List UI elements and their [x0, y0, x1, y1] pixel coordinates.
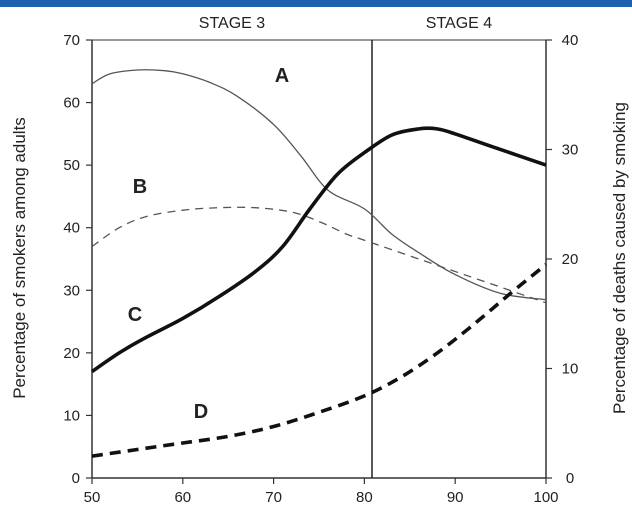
stage-4-label: STAGE 4: [426, 15, 492, 32]
y-right-tick-label: 10: [562, 361, 579, 378]
series-label-b: B: [133, 176, 147, 198]
series-label-c: C: [128, 304, 142, 326]
y-left-tick-label: 60: [63, 95, 80, 112]
x-tick-label: 90: [447, 489, 464, 506]
x-tick-label: 100: [533, 489, 558, 506]
series-line-a: [91, 69, 547, 301]
y-right-tick-label: 30: [562, 142, 579, 159]
left-axis-title: Percentage of smokers among adults: [10, 117, 29, 399]
x-tick-label: 80: [356, 489, 373, 506]
y-left-tick-label: 10: [63, 407, 80, 424]
axis-ticks: 50 60 70 80 90 100 0 10 20 30 40 50 60 70 0 10 20 30 40: [63, 32, 578, 506]
x-tick-label: 50: [84, 489, 101, 506]
series-line-d: [91, 263, 548, 458]
top-color-band: [0, 0, 632, 7]
y-left-tick-label: 40: [63, 220, 80, 237]
y-right-tick-label: 0: [566, 470, 574, 487]
x-tick-label: 60: [174, 489, 191, 506]
y-left-tick-label: 30: [63, 282, 80, 299]
y-right-tick-label: 40: [562, 32, 579, 49]
y-left-tick-label: 20: [63, 345, 80, 362]
series-line-c: [90, 126, 547, 374]
y-left-tick-label: 0: [72, 470, 80, 487]
data-series: [90, 69, 548, 458]
y-left-tick-label: 50: [63, 157, 80, 174]
stage-3-label: STAGE 3: [199, 15, 265, 32]
right-axis-title: Percentage of deaths caused by smoking: [610, 102, 629, 414]
series-label-a: A: [275, 65, 289, 87]
y-left-tick-label: 70: [63, 32, 80, 49]
y-right-tick-label: 20: [562, 251, 579, 268]
series-line-b: [91, 206, 547, 304]
series-label-d: D: [194, 401, 208, 423]
x-tick-label: 70: [265, 489, 282, 506]
